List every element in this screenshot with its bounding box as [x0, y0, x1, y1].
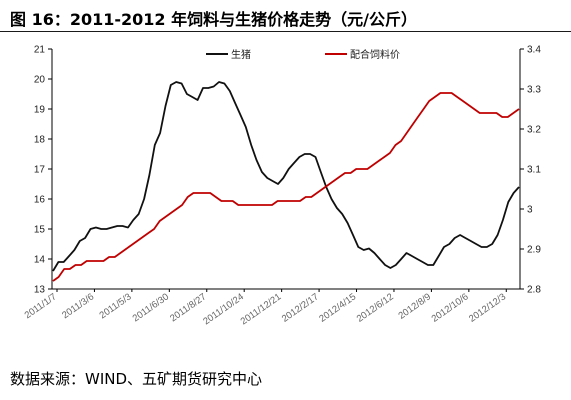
left-tick-label: 15 [34, 225, 46, 236]
x-tick-label: 2012/4/15 [317, 291, 358, 324]
left-axis-ticks: 13 14 15 16 17 18 19 20 21 [34, 45, 52, 296]
left-tick-label: 21 [34, 45, 46, 56]
left-tick-label: 17 [34, 165, 46, 176]
left-tick-label: 14 [34, 255, 46, 266]
legend-label-feed: 配合饲料价 [350, 48, 400, 61]
right-axis-ticks: 2.8 2.9 3 3.1 3.2 3.3 3.4 [520, 45, 541, 296]
left-tick-label: 16 [34, 195, 46, 206]
series-lines [52, 81, 520, 282]
right-tick-label: 3.3 [527, 85, 541, 96]
price-chart: 13 14 15 16 17 18 19 20 21 2.8 2.9 3 3.1 3.2 3.3 3.4 2… [23, 45, 542, 328]
right-tick-label: 2.9 [527, 245, 541, 256]
x-tick-label: 2012/12/3 [467, 291, 508, 324]
left-tick-label: 19 [34, 105, 46, 116]
x-tick-label: 2011/6/30 [131, 291, 171, 324]
legend: 生猪 配合饲料价 [206, 48, 400, 61]
x-tick-label: 2011/12/21 [239, 291, 284, 327]
right-tick-label: 3.4 [527, 45, 541, 56]
x-tick-label: 2012/10/6 [430, 291, 471, 324]
right-tick-label: 3 [527, 205, 533, 216]
series-line-hog [52, 81, 520, 272]
chart-title: 图 16：2011-2012 年饲料与生猪价格走势（元/公斤） [10, 10, 417, 29]
x-tick-label: 2012/6/12 [355, 291, 396, 324]
legend-label-hog: 生猪 [231, 48, 251, 61]
axes [51, 49, 521, 290]
x-tick-label: 2012/2/17 [280, 291, 321, 324]
x-tick-label: 2011/10/24 [201, 291, 246, 327]
x-tick-label: 2012/8/9 [397, 291, 434, 321]
left-tick-label: 18 [34, 135, 46, 146]
title-divider [0, 31, 571, 32]
x-tick-label: 2011/3/6 [60, 291, 96, 321]
series-line-feed [52, 92, 520, 282]
right-tick-label: 3.1 [527, 165, 541, 176]
x-tick-label: 2011/1/7 [23, 291, 59, 321]
source-note: 数据来源：WIND、五矿期货研究中心 [10, 370, 263, 388]
x-tick-label: 2011/5/3 [98, 291, 134, 321]
x-axis-ticks: 2011/1/7 2011/3/6 2011/5/32011/6/302011/8/… [23, 289, 508, 327]
left-tick-label: 13 [34, 285, 46, 296]
left-tick-label: 20 [34, 75, 46, 86]
right-tick-label: 3.2 [527, 125, 541, 136]
right-tick-label: 2.8 [527, 285, 541, 296]
